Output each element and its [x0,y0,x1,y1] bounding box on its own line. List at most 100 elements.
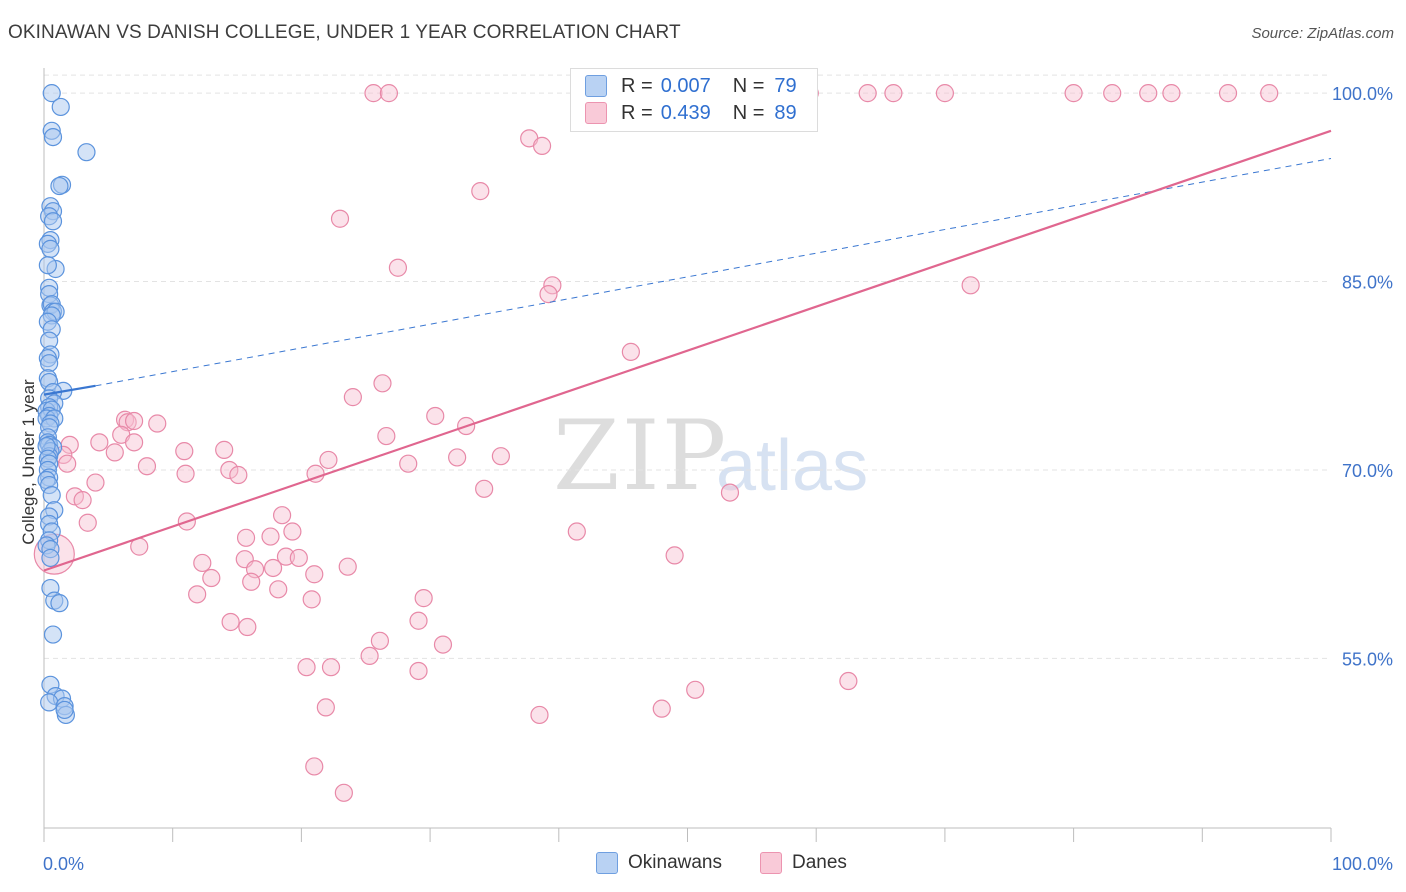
danes-point [86,473,105,492]
danes-swatch [760,852,782,874]
r-value: 0.439 [660,101,711,124]
legend-item-danes[interactable]: Danes [760,852,847,874]
danes-point [124,433,144,452]
danes-point [935,84,955,103]
danes-point [621,342,640,362]
y-tick-label: 70.0% [1342,461,1393,481]
r-label: R = [621,74,653,97]
danes-swatch [585,102,607,124]
danes-point [202,568,221,588]
legend-row-okinawans: R = 0.007 N = 79 [585,74,797,98]
danes-point [388,258,408,277]
danes-point [305,757,324,776]
danes-point [475,479,494,498]
danes-point [539,285,558,304]
danes-point [961,276,980,295]
okinawans-point [55,700,74,720]
danes-point [409,661,428,681]
y-tick-label: 85.0% [1342,273,1393,293]
y-axis-label: College, Under 1 year [19,379,38,545]
watermark-atlas: atlas [716,426,869,506]
danes-point [305,565,324,584]
danes-point [188,585,207,604]
danes-trend-line [43,129,1332,572]
y-tick-label: 100.0% [1332,84,1393,104]
chart-title: OKINAWAN VS DANISH COLLEGE, UNDER 1 YEAR… [8,22,681,43]
danes-point [1064,84,1083,103]
danes-label: Danes [792,852,847,873]
okinawans-point [41,239,60,258]
danes-point [532,136,552,155]
danes-point [263,558,283,578]
danes-point [364,84,383,103]
okinawans-point [50,594,69,613]
okinawans-point [43,625,63,644]
danes-point [543,276,562,295]
danes-point [297,658,316,677]
danes-point [220,460,239,480]
danes-point [491,447,510,466]
danes-point [343,388,362,407]
danes-point [530,705,549,725]
danes-point [321,658,341,677]
danes-point [221,612,240,632]
okinawans-point [41,548,60,568]
danes-point [238,617,257,637]
okinawans-swatch [596,852,618,874]
danes-point [330,209,350,228]
danes-point [858,84,877,103]
y-tick-label: 55.0% [1342,649,1393,669]
danes-point [884,84,903,103]
danes-point [302,590,321,609]
danes-point [272,506,292,525]
okinawans-label: Okinawans [628,852,722,873]
okinawans-point [42,84,61,103]
danes-point [426,406,445,426]
danes-point [137,457,157,476]
okinawans-point [42,486,61,505]
danes-point [1103,84,1122,103]
legend-row-danes: R = 0.439 N = 89 [585,101,797,125]
danes-point [276,547,296,566]
danes-point [319,450,338,470]
danes-point [90,433,109,452]
danes-point [377,426,396,446]
okinawans-swatch [585,75,607,97]
n-value: 79 [774,74,797,97]
danes-point [1260,84,1279,103]
watermark-zip: ZIP [553,400,729,512]
danes-point [73,491,92,510]
danes-point [1162,84,1181,103]
danes-point [105,443,124,462]
danes-point [78,513,97,532]
danes-point [124,411,144,431]
danes-point [665,546,684,565]
danes-point [334,783,353,802]
danes-point [242,572,261,591]
okinawans-point [50,176,69,196]
danes-point [360,646,379,666]
danes-point [269,580,288,599]
okinawans-point [40,354,59,373]
legend-item-okinawans[interactable]: Okinawans [596,852,722,874]
danes-point [370,631,390,650]
r-value: 0.007 [660,74,711,97]
okinawans-point [38,256,57,275]
series-legend: Okinawans Danes [596,852,885,874]
danes-point [652,699,671,718]
danes-point [148,414,167,433]
danes-point [338,557,357,576]
danes-point [433,635,453,654]
danes-point [193,553,212,573]
danes-point [176,464,195,483]
danes-point [373,374,392,393]
source-label: Source: ZipAtlas.com [1251,25,1394,42]
n-label: N = [732,74,765,97]
danes-point [448,448,467,467]
okinawans-point [40,693,59,712]
danes-point [379,84,399,103]
danes-point [229,465,248,485]
danes-point [471,182,490,201]
n-label: N = [732,101,765,124]
x-tick-label: 100.0% [1332,854,1393,874]
